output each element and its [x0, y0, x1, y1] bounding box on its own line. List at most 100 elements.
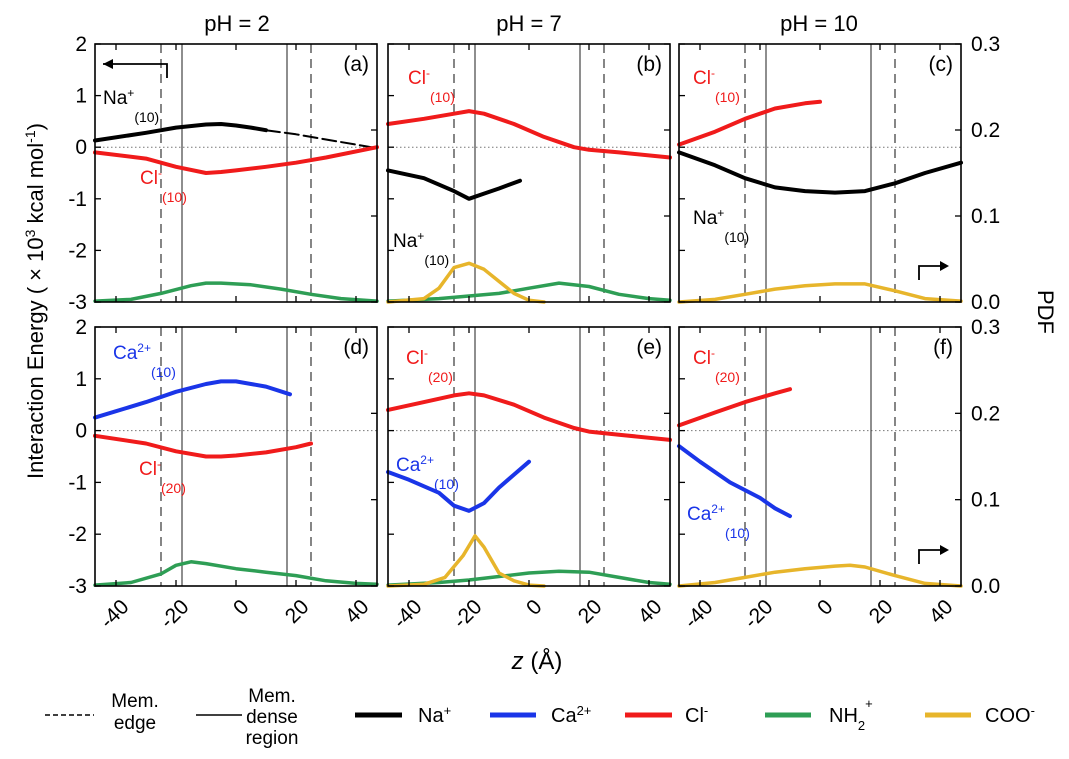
series-line-coo — [677, 282, 963, 304]
series-label-sub: (20) — [715, 369, 740, 385]
y-tick-label-left: 0 — [75, 136, 87, 159]
y-tick-label-left: 0 — [75, 420, 87, 443]
right-axis-arrowhead — [940, 261, 949, 271]
series-line-nh2 — [386, 569, 672, 587]
panel-frame — [94, 43, 378, 303]
series-label: Ca2+(10) — [396, 453, 459, 492]
panel-label: (d) — [343, 336, 369, 359]
series-label-sup: - — [424, 346, 428, 360]
y-tick-label-right: 0.0 — [971, 291, 1000, 314]
x-tick-label: 20 — [574, 595, 607, 628]
series-line-cl — [386, 109, 672, 160]
legend-mem-dense-label: region — [246, 728, 299, 749]
y-tick-label-left: 2 — [75, 33, 87, 56]
series-line-coo — [386, 534, 546, 588]
legend-coo-label: COO- — [985, 703, 1035, 728]
series-line-coo — [386, 261, 546, 304]
legend-mem-edge-label: Mem. — [111, 691, 159, 712]
series-label-base: Cl — [693, 68, 711, 89]
series-label-sup: - — [426, 66, 430, 80]
legend-mem-dense-label: dense — [246, 707, 298, 728]
panel-e: Cl-(20) Ca2+(10) (e) -40 -20 0 20 40 — [386, 326, 672, 633]
ylabel-post: ) — [23, 123, 48, 130]
series-label-base: Cl — [140, 168, 158, 189]
column-title: pH = 10 — [780, 11, 858, 36]
series-line-ca — [386, 459, 531, 513]
y-tick-label-right: 0.0 — [971, 575, 1000, 598]
series-label-sub: (10) — [134, 109, 159, 125]
column-title: pH = 2 — [204, 11, 269, 36]
panel-frame — [678, 326, 962, 587]
y-tick-label-left: -1 — [68, 188, 87, 211]
panel-label: (a) — [343, 53, 369, 76]
y-axis-label-left: Interaction Energy ( × 103 kcal mol-1) — [22, 123, 48, 479]
series-label-sub: (20) — [161, 480, 186, 496]
legend: Mem. edge Mem. dense region Na+ Ca2+ Cl-… — [45, 686, 1035, 749]
legend-na-label: Na+ — [418, 703, 451, 728]
series-label-sup: + — [717, 206, 724, 220]
y-tick-label-left: 1 — [75, 368, 87, 391]
y-tick-label-left: -2 — [68, 523, 87, 546]
legend-ca-base: Ca — [551, 705, 577, 727]
series-label-sub: (20) — [428, 369, 453, 385]
series-line-nh2 — [386, 281, 672, 303]
series-line-cl — [93, 145, 379, 175]
series-label-sup: 2+ — [420, 453, 434, 467]
legend-na-sup: + — [444, 703, 452, 718]
series-line-cl — [677, 99, 822, 147]
legend-nh2-label: NH2+ — [829, 696, 873, 733]
legend-ca-label: Ca2+ — [551, 703, 591, 728]
series-label: Na+(10) — [393, 229, 449, 268]
y-tick-label-left: -3 — [68, 575, 87, 598]
series-label: Cl-(10) — [693, 66, 740, 105]
series-label-sup: - — [711, 346, 715, 360]
series-line-ca — [93, 379, 292, 420]
series-line-na — [677, 150, 963, 195]
y-tick-label-right: 0.2 — [971, 402, 1000, 425]
y-tick-label-left: 1 — [75, 85, 87, 108]
series-label-sub: (10) — [725, 525, 750, 541]
legend-na-base: Na — [418, 705, 444, 727]
series-label-sub: (10) — [715, 89, 740, 105]
series-label-sub: (10) — [434, 476, 459, 492]
x-tick-label: 0 — [813, 595, 838, 620]
series-label-sub: (10) — [430, 89, 455, 105]
series-label: Cl-(20) — [139, 457, 186, 496]
xlabel-var: z — [511, 648, 524, 675]
left-axis-arrow — [103, 63, 168, 78]
series-line-na — [93, 122, 268, 143]
ylabel-exp2: -1 — [22, 130, 38, 143]
left-axis-arrowhead — [103, 59, 113, 69]
series-label-base: Na — [103, 88, 128, 109]
legend-cl-label: Cl- — [685, 703, 708, 728]
y-tick-label-right: 0.1 — [971, 205, 1000, 228]
series-label-sub: (10) — [424, 252, 449, 268]
panel-c: Cl-(10)Na+(10)(c)0.30.20.10.0 — [677, 33, 1000, 314]
x-tick-label: -20 — [449, 595, 487, 633]
x-tick-label: 20 — [281, 595, 314, 628]
series-line-na — [265, 129, 378, 150]
series-line-cl — [93, 433, 313, 459]
x-tick-label: 0 — [229, 595, 254, 620]
x-axis-label: z (Å) — [511, 647, 563, 675]
right-axis-arrow — [918, 549, 947, 564]
legend-mem-edge-label: edge — [114, 713, 156, 734]
y-tick-label-right: 0.3 — [971, 316, 1000, 339]
xlabel-unit: (Å) — [524, 647, 563, 675]
series-label-base: Ca — [687, 504, 712, 525]
series-label: Na+(10) — [693, 206, 749, 245]
panel-b: Cl-(10)Na+(10)(b) — [386, 43, 672, 304]
series-line-nh2 — [93, 560, 379, 587]
x-tick-label: -20 — [156, 595, 194, 633]
series-label: Cl-(20) — [406, 346, 453, 385]
panel-frame — [678, 43, 962, 303]
series-label-sup: - — [157, 457, 161, 471]
series-label: Ca2+(10) — [687, 502, 750, 541]
x-tick-label: -40 — [389, 595, 427, 633]
series-label-sub: (10) — [162, 189, 187, 205]
legend-nh2-sup: + — [865, 696, 873, 711]
y-tick-label-left: -2 — [68, 239, 87, 262]
series-label-sup: 2+ — [137, 341, 151, 355]
series-label-base: Na — [693, 208, 718, 229]
